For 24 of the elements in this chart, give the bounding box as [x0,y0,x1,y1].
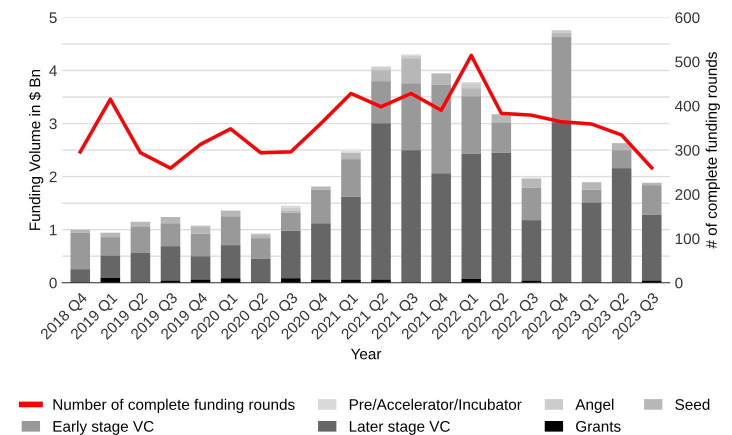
y2-tick-label: 300 [675,144,700,156]
y-tick-label: 0 [49,278,57,288]
x-axis-title: Year [350,348,382,360]
y2-tick-label: 600 [675,12,700,24]
y2-axis-title: # of complete funding rounds [706,52,720,249]
y-tick-label: 4 [49,65,57,76]
y2-tick-label: 400 [674,100,700,112]
y2-tick-label: 200 [675,189,700,200]
y2-tick-label: 500 [675,56,700,68]
y-axis-title: Funding Volume in $ Bn [28,70,44,230]
legend-label: Pre/Accelerator/Incubator [350,398,522,410]
y-tick-label: 5 [49,12,57,24]
legend-label: Grants [576,421,621,432]
line-series [78,54,654,170]
legend-label: Angel [575,398,614,413]
y-tick-label: 2 [50,171,57,182]
legend-label: Seed [675,398,710,410]
legend-label: Early stage VC [54,420,154,435]
legend-label: Number of complete funding rounds [54,398,295,413]
y-tick-label: 1 [50,224,57,236]
legend-label: Later stage VC [350,421,450,435]
y2-tick-label: 100 [676,233,700,244]
y2-tick-label: 0 [675,278,683,288]
y-tick-label: 3 [49,118,57,130]
